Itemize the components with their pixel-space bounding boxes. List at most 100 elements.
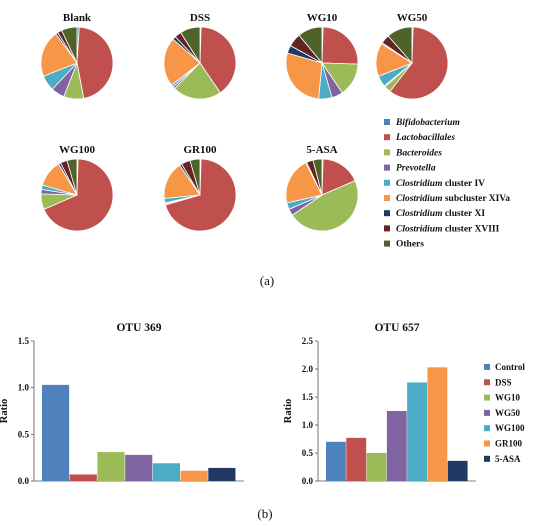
legend-label: Clostridium cluster XI [396, 209, 485, 219]
pie-slice [76, 26, 114, 99]
pie-legend-item: Clostridium subcluster XIVa [384, 194, 510, 204]
pie-legend: Bifidobacterium Lactobacillales Bacteroide… [384, 118, 510, 250]
legend-label: Clostridium cluster XVIII [396, 224, 500, 234]
bar-5-asa [447, 460, 468, 481]
pie-blank: Blank [40, 12, 114, 100]
pie-slice [285, 52, 323, 100]
pie-title: 5-ASA [306, 144, 337, 156]
pie-legend-item: Clostridium cluster XVIII [384, 224, 500, 234]
pie-slice [291, 180, 359, 232]
y-tick-label: 1.0 [18, 383, 30, 393]
pie-slice [173, 62, 221, 100]
legend-swatch [484, 394, 490, 401]
bar-gr100 [180, 470, 208, 481]
pie-5-asa: 5-ASA [285, 144, 359, 232]
chart-title: OTU 369 [116, 322, 161, 334]
y-tick-label: 0.5 [18, 429, 30, 439]
bar-legend-item: WG100 [484, 423, 525, 433]
bar-chart-otu-657: OTU 657 0.0 0.5 1.0 1.5 2.0 2.5 Ratio [283, 322, 476, 486]
bar-wg100 [152, 463, 181, 481]
y-tick-label: 1.0 [302, 420, 314, 430]
pie-slice [40, 33, 78, 77]
bar-legend-item: WG50 [484, 408, 521, 418]
legend-swatch [384, 240, 390, 247]
bar-legend: Control DSS WG10 WG50 WG100 GR100 5-ASA [484, 362, 525, 464]
pie-title: Blank [63, 12, 92, 24]
legend-swatch [484, 409, 490, 416]
pie-slice [189, 158, 201, 196]
bar-legend-item: GR100 [484, 439, 523, 449]
pie-slice [163, 38, 201, 86]
legend-swatch [484, 455, 490, 462]
legend-swatch [484, 440, 490, 447]
panel-a-label: (a) [260, 273, 274, 288]
pie-dss: DSS [163, 12, 237, 100]
y-tick-label: 2.5 [302, 336, 314, 346]
legend-label: Others [396, 240, 424, 250]
bar-gr100 [427, 367, 448, 481]
pie-legend-item: Prevotella [384, 164, 436, 174]
pie-slice [180, 26, 201, 65]
bar-legend-item: DSS [484, 377, 512, 387]
y-axis-label: Ratio [283, 399, 294, 424]
pie-legend-item: Lactobacillales [384, 133, 455, 143]
legend-swatch [384, 179, 390, 186]
pie-title: WG10 [307, 12, 338, 24]
bar-legend-item: 5-ASA [484, 454, 521, 464]
bar-dss [69, 474, 97, 481]
legend-label: GR100 [495, 439, 523, 449]
pie-title: DSS [190, 12, 210, 24]
pie-slice [66, 158, 78, 196]
legend-label: Clostridium subcluster XIVa [396, 194, 510, 204]
pie-charts-panel: Blank DSS WG10 WG50 WG100 GR100 5-ASA [40, 12, 449, 232]
y-tick-label: 2.0 [302, 364, 314, 374]
pie-slice [321, 26, 359, 65]
pie-slice [321, 158, 356, 196]
legend-swatch [384, 195, 390, 201]
pie-title: WG50 [397, 12, 428, 24]
pie-slice [285, 162, 323, 204]
legend-swatch [384, 134, 390, 141]
legend-label: Prevotella [396, 164, 436, 174]
y-axis-label: Ratio [0, 399, 10, 424]
pie-legend-item: Others [384, 240, 424, 250]
bar-wg50 [386, 411, 407, 481]
bar-wg10 [97, 452, 125, 481]
legend-label: Bifidobacterium [395, 118, 460, 128]
pie-title: WG100 [59, 144, 96, 156]
pie-slice [199, 26, 237, 94]
y-tick-label: 1.5 [18, 336, 30, 346]
y-tick-label: 0.0 [302, 476, 314, 486]
legend-label: Clostridium cluster IV [396, 179, 485, 189]
pie-slice [389, 26, 449, 100]
pie-slice [61, 26, 78, 64]
pie-legend-item: Bifidobacterium [384, 118, 460, 128]
pie-wg100: WG100 [40, 144, 114, 232]
legend-swatch [384, 164, 390, 171]
y-tick-label: 0.0 [18, 476, 30, 486]
pie-legend-item: Clostridium cluster XI [384, 209, 485, 219]
pie-wg10: WG10 [285, 12, 359, 100]
legend-label: Bacteroides [395, 148, 442, 158]
legend-swatch [384, 119, 390, 125]
legend-label: 5-ASA [495, 454, 521, 464]
legend-label: Control [495, 362, 525, 372]
legend-swatch [384, 225, 390, 232]
legend-label: WG100 [495, 423, 525, 433]
bar-control [326, 441, 346, 481]
y-tick-label: 0.5 [302, 448, 314, 458]
legend-swatch [384, 149, 390, 156]
pie-slice [164, 158, 237, 232]
bar-chart-otu-369: OTU 369 0.0 0.5 1.0 1.5 Ratio [0, 322, 244, 486]
pie-slice [312, 158, 323, 196]
pie-slice [43, 158, 114, 232]
legend-label: WG10 [495, 393, 521, 403]
pie-wg50: WG50 [375, 12, 449, 100]
legend-swatch [384, 210, 390, 217]
bar-wg10 [366, 453, 387, 481]
bar-dss [346, 437, 367, 481]
bar-legend-item: Control [484, 362, 525, 372]
chart-title: OTU 657 [374, 322, 419, 334]
pie-title: GR100 [184, 144, 218, 156]
